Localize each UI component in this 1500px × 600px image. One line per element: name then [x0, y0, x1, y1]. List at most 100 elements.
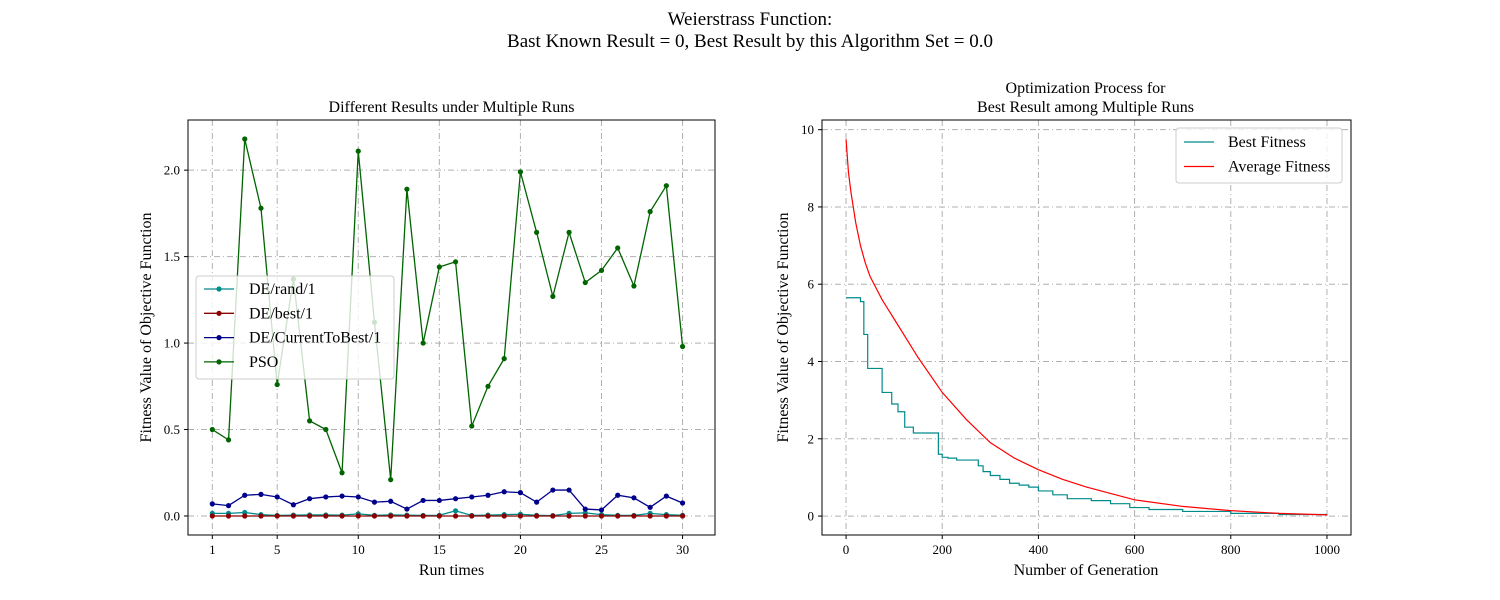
legend-marker: [216, 359, 222, 365]
legend-label: DE/best/1: [249, 305, 313, 322]
data-point: [258, 205, 264, 211]
left-chart-title: Different Results under Multiple Runs: [329, 99, 575, 116]
legend-box: [1175, 127, 1343, 184]
legend-item-best-fitness: Best Fitness: [1184, 134, 1306, 151]
data-point: [274, 494, 280, 500]
right-chart-series-group: [845, 139, 1328, 516]
series-de-best-1: [209, 513, 686, 519]
series-line-de-currenttobest-1: [212, 489, 683, 511]
right-chart-frame: [821, 119, 1352, 536]
legend-item-de-currenttobest-1: DE/CurrentToBest/1: [204, 330, 381, 347]
data-point: [436, 264, 442, 270]
c1-x-tick-label: 20: [514, 542, 527, 557]
data-point: [517, 490, 524, 496]
data-point: [323, 494, 329, 500]
c2-x-tick-label: 800: [1221, 542, 1241, 557]
data-point: [225, 437, 232, 443]
data-point: [679, 513, 686, 519]
data-point: [485, 383, 491, 389]
data-point: [534, 499, 540, 505]
data-point: [307, 496, 313, 502]
right-chart-y-ticks: 0 2 4 6 8 10: [801, 122, 822, 524]
data-point: [388, 513, 394, 519]
data-point: [566, 229, 572, 235]
c2-y-tick-label: 2: [808, 431, 815, 446]
data-point: [469, 423, 475, 429]
data-point: [647, 504, 653, 510]
data-point: [534, 513, 540, 519]
figure-suptitle-line2: Bast Known Result = 0, Best Result by th…: [507, 31, 993, 52]
c1-x-tick-label: 15: [433, 542, 446, 557]
data-point: [388, 498, 394, 504]
data-point: [566, 513, 572, 519]
c1-y-tick-label: 0.0: [164, 508, 180, 523]
data-point: [225, 503, 232, 509]
data-point: [582, 279, 588, 286]
data-point: [258, 513, 264, 519]
data-point: [631, 513, 637, 519]
c2-y-tick-label: 8: [808, 199, 815, 214]
series-line-de-rand-1: [212, 510, 683, 517]
data-point: [242, 136, 248, 142]
data-point: [436, 513, 442, 519]
data-point: [452, 496, 459, 502]
right-chart: Optimization Process for Best Result amo…: [775, 80, 1352, 579]
data-point: [388, 477, 394, 483]
c2-x-tick-label: 400: [1029, 542, 1049, 557]
legend-item-average-fitness: Average Fitness: [1184, 159, 1330, 176]
data-point: [501, 356, 507, 362]
data-point: [355, 513, 361, 519]
c1-x-tick-label: 10: [352, 542, 365, 557]
data-point: [647, 209, 653, 215]
data-point: [290, 513, 296, 519]
data-point: [452, 513, 459, 519]
data-point: [598, 507, 605, 513]
right-chart-title-line1: Optimization Process for: [1006, 80, 1167, 97]
right-chart-grid: [822, 120, 1351, 535]
data-point: [420, 513, 426, 519]
legend-box: [195, 275, 395, 380]
data-point: [242, 513, 248, 519]
data-point: [615, 245, 621, 251]
c1-y-tick-label: 1.0: [164, 336, 180, 351]
data-point: [307, 513, 313, 519]
data-point: [550, 293, 556, 299]
c1-x-tick-label: 5: [274, 542, 281, 557]
legend-label: Best Fitness: [1228, 134, 1306, 151]
data-point: [663, 493, 669, 499]
data-point: [323, 426, 329, 433]
c2-x-tick-label: 200: [932, 542, 952, 557]
data-point: [615, 492, 621, 498]
data-point: [550, 513, 556, 519]
data-point: [679, 343, 686, 350]
data-point: [404, 186, 410, 192]
data-point: [339, 513, 345, 519]
data-point: [404, 506, 410, 512]
data-point: [290, 502, 296, 508]
series-de-rand-1: [209, 508, 686, 519]
data-point: [679, 500, 686, 506]
data-point: [452, 259, 459, 265]
data-point: [615, 513, 621, 519]
c1-y-tick-label: 0.5: [164, 422, 180, 437]
data-point: [517, 169, 524, 175]
legend-label: Average Fitness: [1228, 159, 1330, 176]
legend-label: DE/rand/1: [249, 281, 316, 298]
data-point: [242, 492, 248, 498]
data-point: [209, 426, 215, 433]
data-point: [598, 267, 605, 274]
c1-x-tick-label: 1: [209, 542, 216, 557]
left-chart-x-ticks: 1 5 10 15 20 25 30: [209, 535, 689, 557]
right-chart-x-axis-label: Number of Generation: [1014, 562, 1159, 579]
left-chart-y-axis-label: Fitness Value of Objective Function: [138, 213, 155, 443]
c2-y-tick-label: 4: [808, 354, 815, 369]
data-point: [404, 513, 410, 519]
data-point: [631, 283, 637, 289]
series-line-average-fitness: [845, 139, 1327, 516]
data-point: [307, 418, 313, 424]
data-point: [355, 148, 361, 154]
data-point: [501, 489, 507, 495]
c1-x-tick-label: 30: [676, 542, 689, 557]
